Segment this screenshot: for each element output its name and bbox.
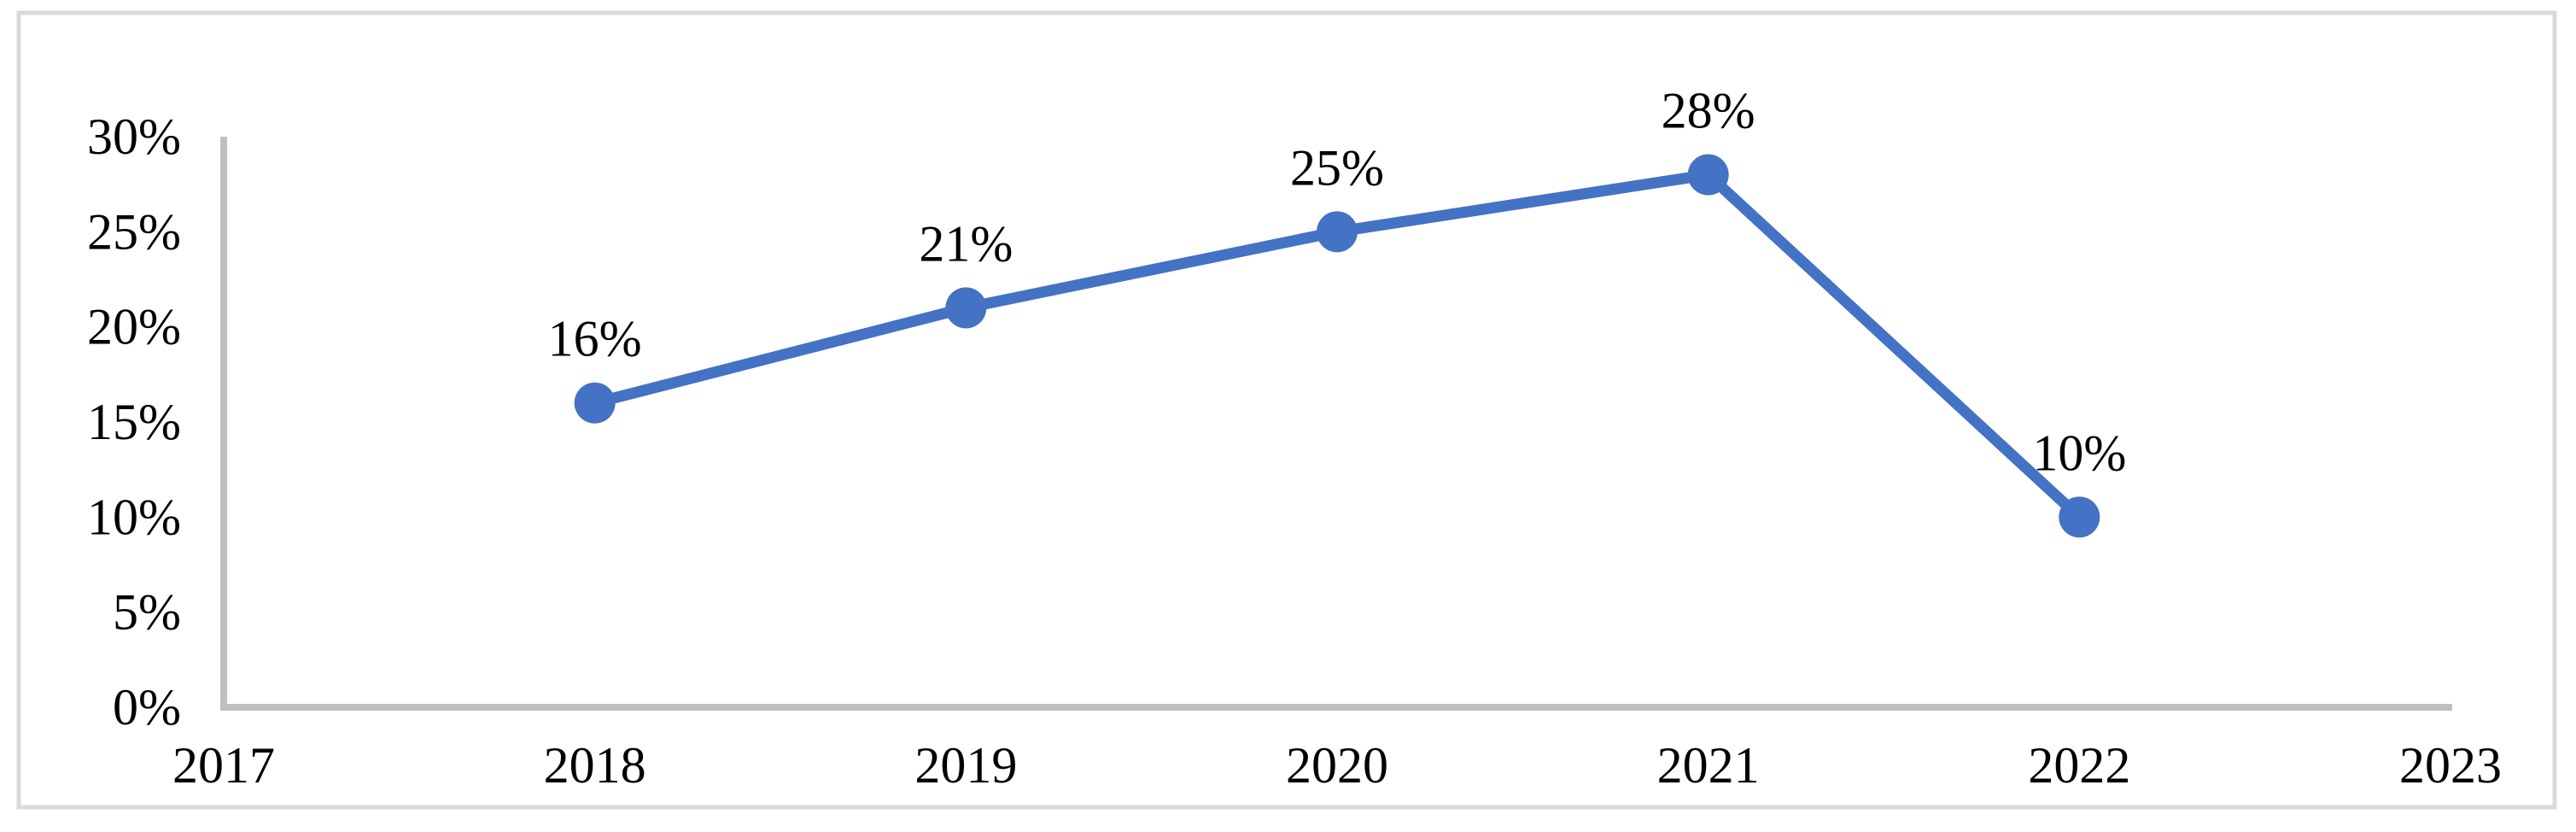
data-point-label-2019: 21% [919,215,1013,272]
x-axis-tick-label: 2019 [914,737,1017,794]
y-axis-tick-label: 0% [113,679,181,735]
data-point-labels: 16% 21% 25% 28% 10% [548,83,2127,482]
chart-border [16,10,2557,810]
y-axis-tick-label: 15% [87,394,181,450]
y-axis-tick-label: 30% [87,108,181,165]
data-point-marker-2018 [574,382,616,424]
data-point-marker-2021 [1687,154,1729,196]
data-point-marker-2019 [945,287,987,329]
data-point-marker-2020 [1317,211,1358,253]
x-axis-tick-label: 2017 [172,737,275,794]
data-point-label-2020: 25% [1290,139,1384,196]
data-point-label-2021: 28% [1662,83,1755,139]
y-axis-tick-label: 25% [87,203,181,260]
x-axis-tick-label: 2023 [2399,737,2502,794]
data-point-marker-2022 [2059,496,2100,538]
x-axis-tick-label: 2021 [1657,737,1760,794]
x-axis-tick-label: 2022 [2028,737,2130,794]
data-series [574,154,2100,538]
data-point-label-2018: 16% [548,311,642,367]
x-axis-tick-label: 2020 [1286,737,1388,794]
y-axis-tick-label: 20% [87,299,181,355]
x-axis-tick-label: 2018 [544,737,646,794]
x-axis-tick-labels: 2017 2018 2019 2020 2021 2022 2023 [172,737,2502,794]
y-axis-tick-labels: 0% 5% 10% 15% 20% 25% 30% [87,108,181,735]
data-point-label-2022: 10% [2032,425,2126,481]
y-axis-tick-label: 10% [87,489,181,545]
y-axis-tick-label: 5% [113,584,181,641]
